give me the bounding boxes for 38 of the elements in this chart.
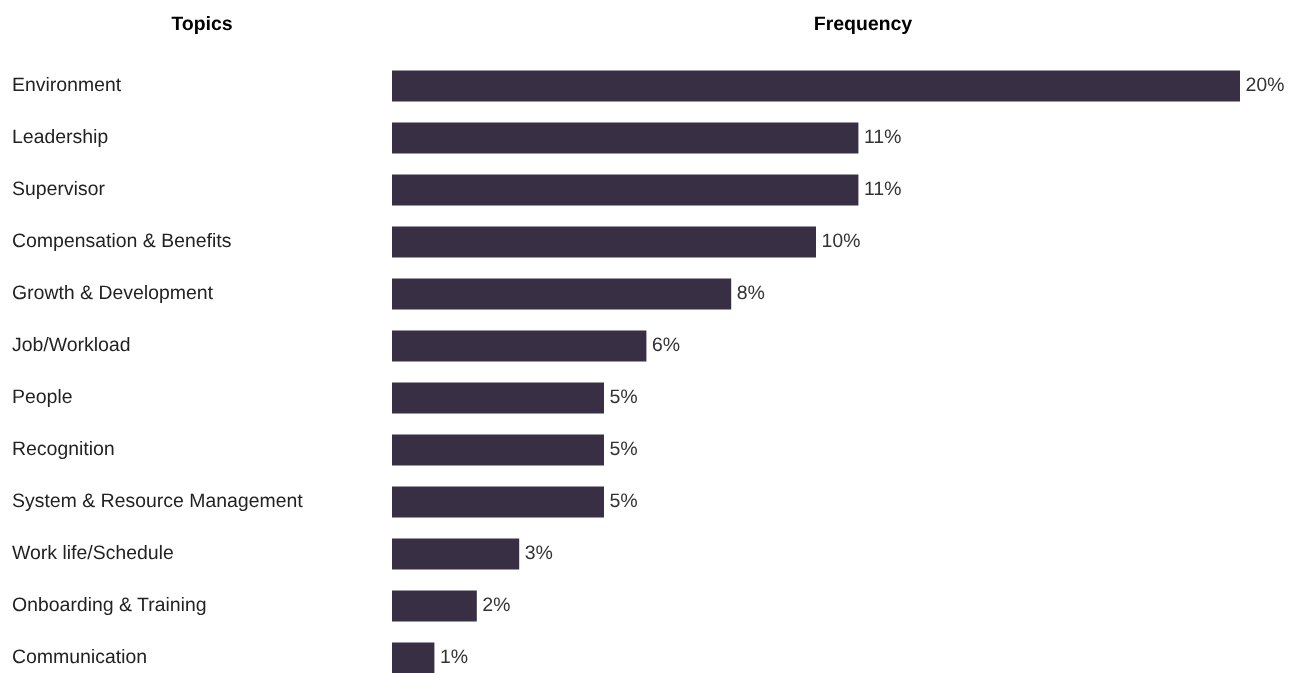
y-tick-label: Supervisor [12,180,105,200]
y-tick-label: Onboarding & Training [12,596,206,616]
y-tick-label: People [13,388,72,408]
bar [392,70,1240,102]
data-label: 10% [823,233,860,248]
bar [392,382,604,414]
data-label: 3% [525,545,553,560]
y-tick-label: Job/Workload [12,336,130,352]
bar [392,278,732,310]
bar [392,330,647,362]
y-tick-label: Compensation & Benefits [12,232,231,252]
data-label: 5% [610,389,637,404]
data-label: 1% [441,649,468,664]
data-label: 11% [865,129,901,144]
bar [392,486,604,518]
bar [392,434,604,466]
y-tick-label: Growth & Development [12,284,213,304]
data-label: 5% [610,493,637,508]
bar [392,538,520,570]
chart-title: Frequency [815,16,913,35]
bar [392,590,477,622]
bar [392,174,859,206]
bar [392,226,816,258]
data-label: 20% [1246,77,1284,92]
data-label: 5% [610,441,637,456]
data-label: 6% [652,337,680,352]
bar [392,122,859,154]
y-tick-label: Work life/Schedule [12,544,173,560]
bar [392,642,435,673]
y-tick-label: System & Resource Management [12,493,303,512]
y-tick-label: Leadership [13,128,108,148]
data-label: 2% [483,597,510,612]
data-label: 11% [865,181,901,196]
y-tick-label: Communication [12,648,146,664]
data-label: 8% [737,285,765,300]
y-axis-title: Topics [171,15,232,35]
y-tick-label: Environment [13,76,122,92]
y-tick-label: Recognition [13,440,114,460]
